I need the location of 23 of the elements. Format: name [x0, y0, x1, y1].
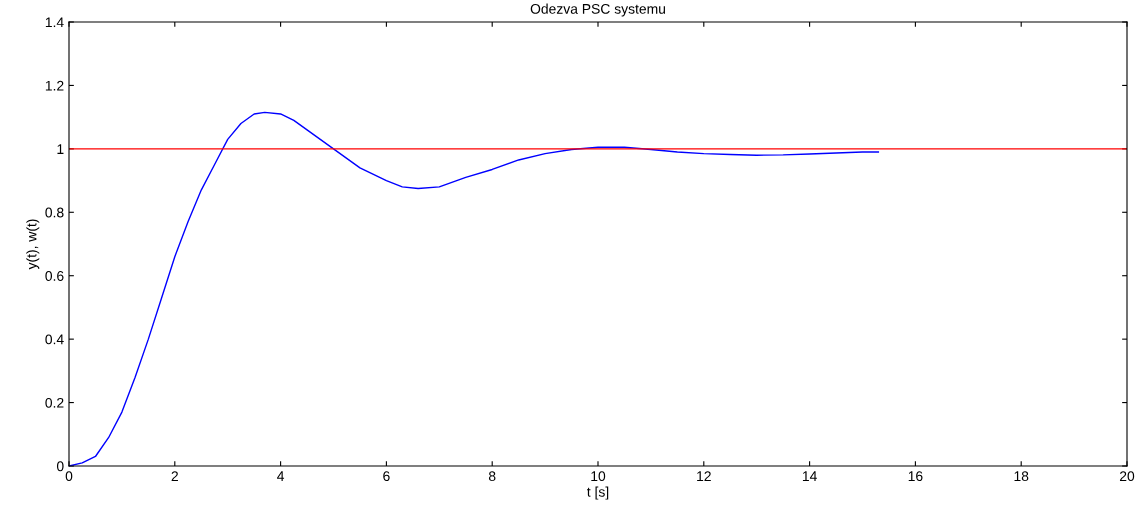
- x-tick-label: 2: [171, 471, 178, 481]
- y-tick-label: 0.2: [45, 397, 64, 408]
- y-tick-label: 1.4: [45, 17, 64, 28]
- y-tick-label: 1: [57, 144, 64, 154]
- x-tick-label: 16: [908, 471, 923, 482]
- y-axis-title: y(t), w(t): [26, 219, 40, 270]
- x-tick-label: 0: [65, 471, 73, 482]
- y-tick-label: 0: [56, 461, 64, 472]
- x-tick-label: 18: [1014, 471, 1029, 482]
- line-series: [69, 111, 880, 466]
- x-tick-label: 20: [1119, 471, 1135, 482]
- y-tick-label: 1.2: [45, 80, 64, 91]
- x-tick-label: 4: [277, 471, 285, 481]
- x-tick-label: 8: [488, 471, 496, 482]
- y-tick-label: 0.4: [45, 334, 64, 345]
- x-tick-label: 12: [697, 471, 711, 481]
- x-tick-label: 14: [802, 471, 817, 481]
- chart-title: Odezva PSC systemu: [530, 3, 665, 17]
- x-tick-label: 10: [591, 471, 606, 482]
- y-tick-label: 0.6: [45, 271, 64, 281]
- x-tick-label: 6: [383, 471, 390, 482]
- x-axis-title: t [s]: [587, 486, 609, 500]
- y-tick-label: 0.8: [45, 207, 64, 218]
